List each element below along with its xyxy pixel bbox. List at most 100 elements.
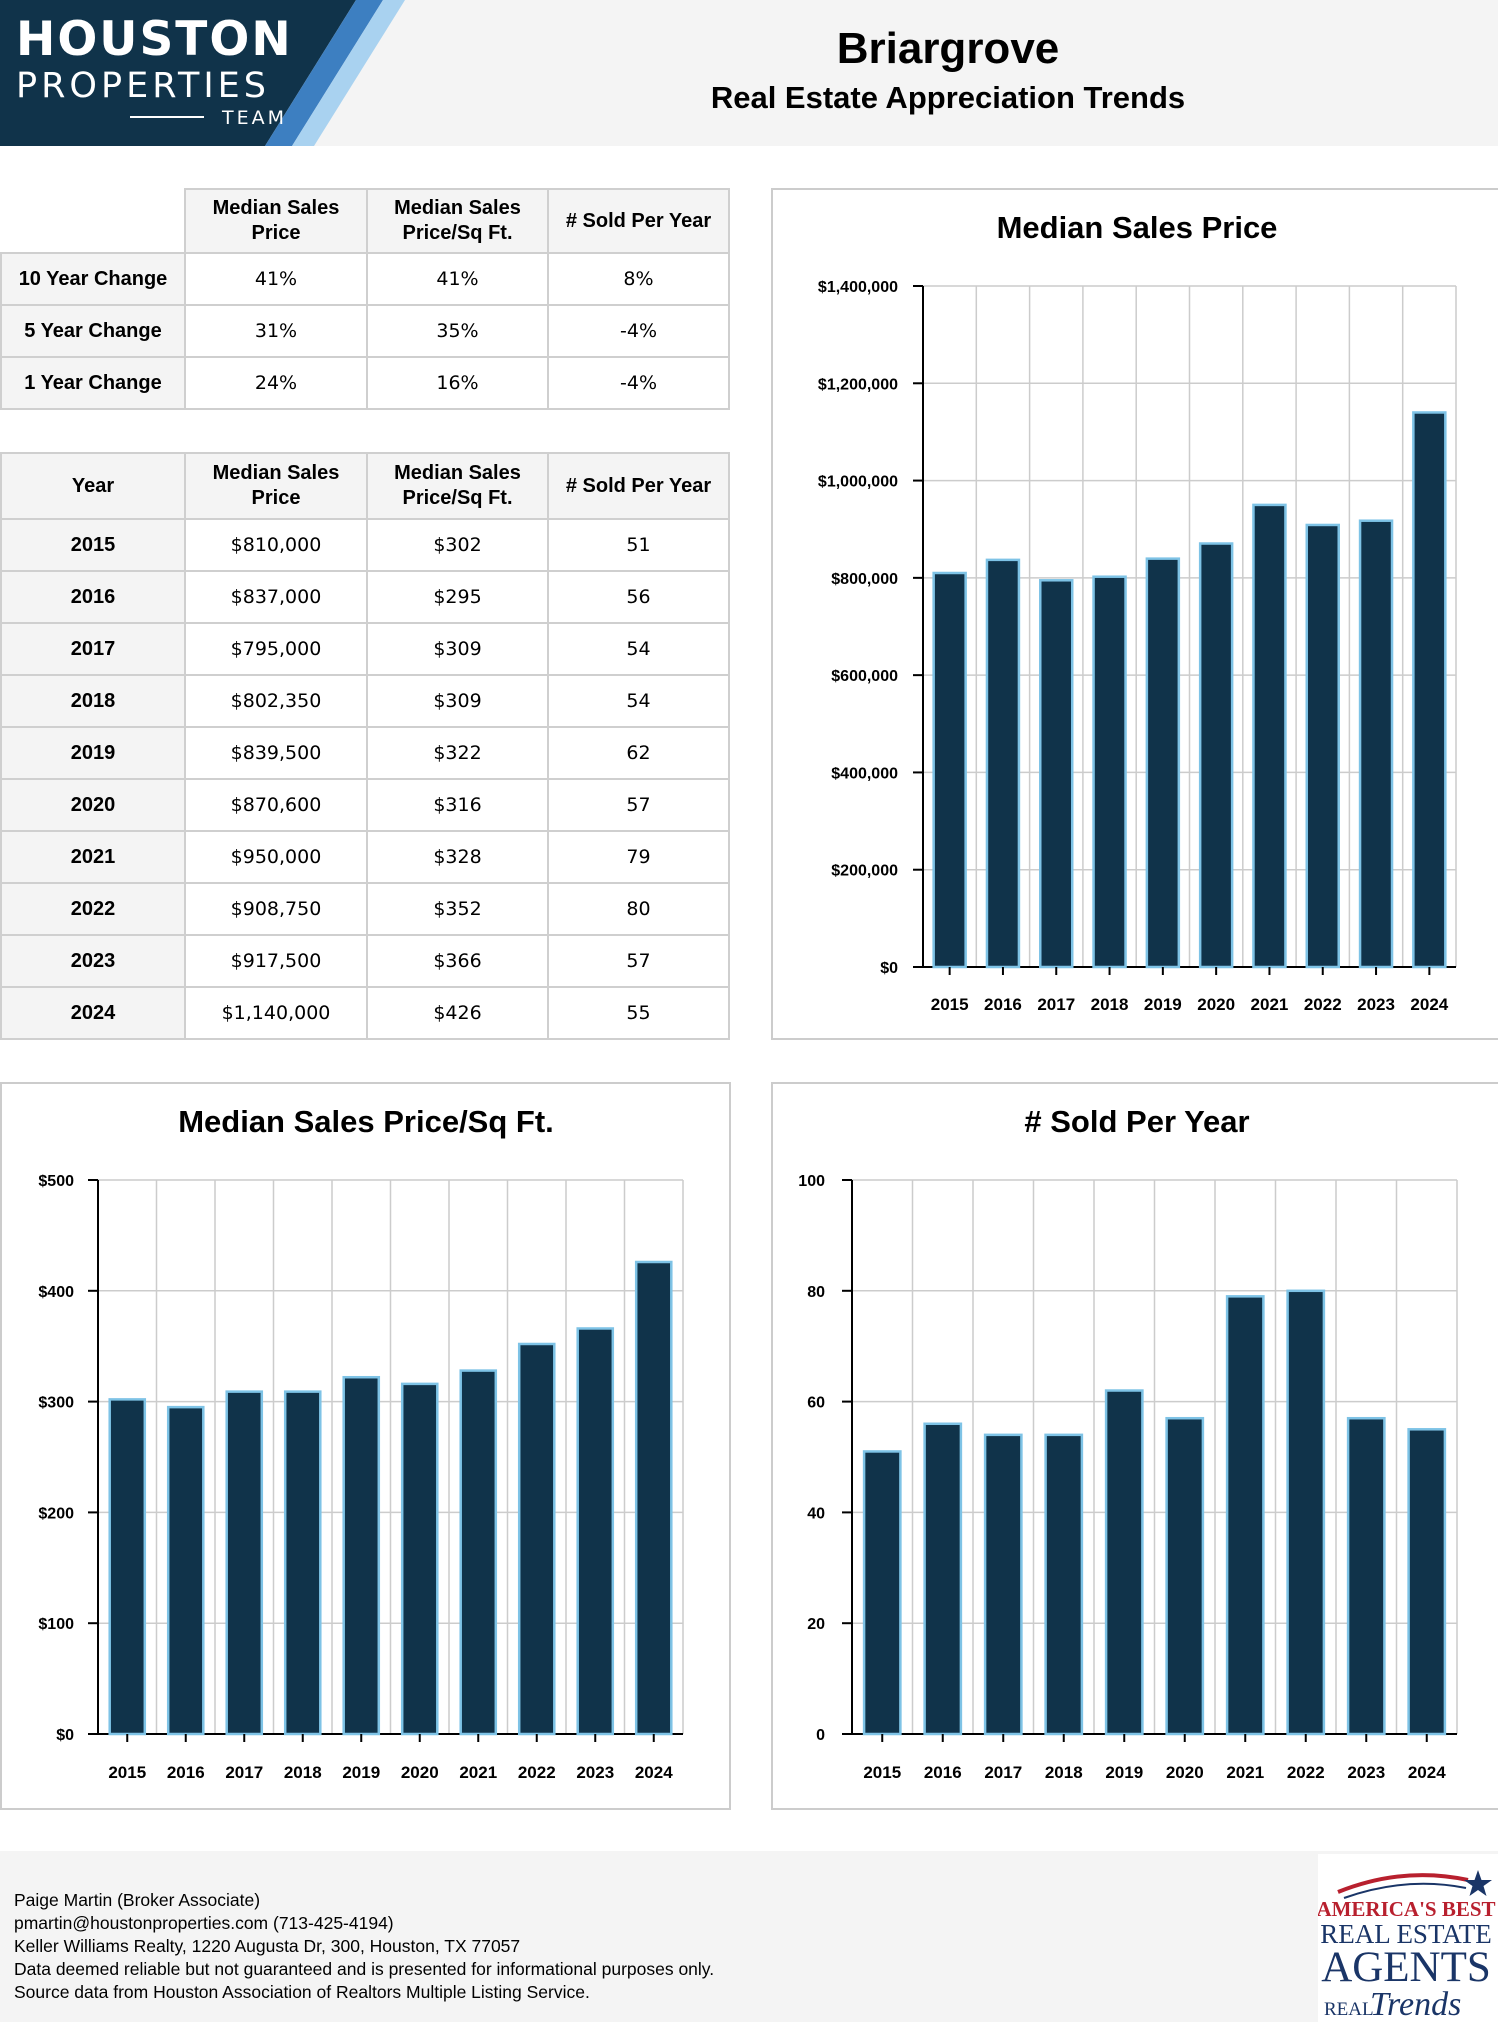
year-cell: 2020 <box>0 778 186 832</box>
bar <box>1145 557 1181 969</box>
y-tick-label: $400 <box>38 1284 74 1301</box>
sqft-cell: $309 <box>366 674 549 728</box>
brokerage-address: Keller Williams Realty, 1220 Augusta Dr,… <box>14 1936 521 1956</box>
year-cell: 2015 <box>0 518 186 572</box>
x-tick-label: 2024 <box>1408 1763 1446 1782</box>
year-cell: 2016 <box>0 570 186 624</box>
table-row: 2024 $1,140,000 $426 55 <box>0 986 730 1040</box>
x-tick-label: 2021 <box>1251 995 1289 1014</box>
bar <box>166 1405 205 1736</box>
bar <box>400 1382 439 1736</box>
bar <box>634 1260 673 1736</box>
x-tick-label: 2022 <box>518 1763 556 1782</box>
table-row: 2023 $917,500 $366 57 <box>0 934 730 988</box>
sold-cell: 54 <box>547 622 730 676</box>
logo-line-2: PROPERTIES <box>16 66 270 106</box>
sold-cell: 57 <box>547 778 730 832</box>
bar <box>1252 503 1287 969</box>
sqft-cell: $302 <box>366 518 549 572</box>
x-tick-label: 2016 <box>924 1763 962 1782</box>
page-header: HOUSTON PROPERTIES TEAM Briargrove Real … <box>0 0 1498 146</box>
x-tick-label: 2024 <box>635 1763 673 1782</box>
sqft-cell: $352 <box>366 882 549 936</box>
price-per-sqft-chart: Median Sales Price/Sq Ft. $0 $100 $200 $300 $… <box>0 1082 731 1810</box>
y-tick-label: $0 <box>56 1727 74 1744</box>
x-tick-label: 2017 <box>225 1763 263 1782</box>
change-price-cell: 24% <box>184 356 368 410</box>
y-tick-label: $100 <box>38 1616 74 1633</box>
change-header-price: Median Sales Price <box>184 188 368 254</box>
sqft-cell: $426 <box>366 986 549 1040</box>
bar <box>1092 575 1127 969</box>
change-header-sqft: Median Sales Price/Sq Ft. <box>366 188 549 254</box>
sqft-cell: $316 <box>366 778 549 832</box>
page-subtitle: Real Estate Appreciation Trends <box>710 80 1186 115</box>
x-tick-label: 2024 <box>1410 995 1448 1014</box>
logo-line-3: TEAM <box>222 107 288 129</box>
x-tick-label: 2022 <box>1287 1763 1325 1782</box>
y-tick-label: $0 <box>880 960 898 977</box>
bar <box>576 1327 615 1736</box>
houston-properties-logo: HOUSTON PROPERTIES TEAM <box>0 0 405 146</box>
change-price-cell: 31% <box>184 304 368 358</box>
y-tick-label: $800,000 <box>831 571 898 588</box>
median-sales-price-chart-svg: Median Sales Price $0 $200,000 $400,000 $600… <box>818 210 1457 1014</box>
y-tick-label: $1,200,000 <box>818 376 898 393</box>
price-cell: $802,350 <box>184 674 368 728</box>
badge-line-2: REAL ESTATE <box>1320 1919 1492 1949</box>
bar <box>1225 1295 1265 1736</box>
y-tick-label: $400,000 <box>831 765 898 782</box>
bar <box>1198 542 1234 969</box>
bar <box>1104 1389 1144 1736</box>
sold-cell: 79 <box>547 830 730 884</box>
change-row-label: 10 Year Change <box>0 252 186 306</box>
sold-cell: 80 <box>547 882 730 936</box>
change-sold-cell: 8% <box>547 252 730 306</box>
year-cell: 2019 <box>0 726 186 780</box>
x-tick-label: 2017 <box>1037 995 1075 1014</box>
table-row: 10 Year Change 41% 41% 8% <box>0 252 730 306</box>
bar <box>983 1433 1023 1736</box>
bar <box>1305 523 1340 969</box>
page-title: Briargrove <box>836 24 1060 73</box>
agent-email-phone: pmartin@houstonproperties.com (713-425-4… <box>14 1913 394 1933</box>
table-row: 2015 $810,000 $302 51 <box>0 518 730 572</box>
bar <box>985 558 1021 969</box>
sold-per-year-chart: # Sold Per Year 0 20 40 60 80 100 2015 2016 2017 2… <box>771 1082 1498 1810</box>
sold-cell: 57 <box>547 934 730 988</box>
change-sqft-cell: 35% <box>366 304 549 358</box>
year-cell: 2018 <box>0 674 186 728</box>
x-tick-label: 2021 <box>1226 1763 1264 1782</box>
y-tick-label: $600,000 <box>831 668 898 685</box>
year-header-year: Year <box>0 452 186 520</box>
price-cell: $950,000 <box>184 830 368 884</box>
x-tick-label: 2019 <box>1105 1763 1143 1782</box>
year-cell: 2023 <box>0 934 186 988</box>
y-tick-label: $500 <box>38 1173 74 1190</box>
x-tick-label: 2020 <box>1197 995 1235 1014</box>
change-row-label: 1 Year Change <box>0 356 186 410</box>
table-row: 2018 $802,350 $309 54 <box>0 674 730 728</box>
sqft-cell: $366 <box>366 934 549 988</box>
price-per-sqft-chart-svg: Median Sales Price/Sq Ft. $0 $100 $200 $300 $… <box>38 1104 684 1782</box>
x-tick-label: 2023 <box>1357 995 1395 1014</box>
sqft-cell: $295 <box>366 570 549 624</box>
bar <box>862 1450 902 1736</box>
sqft-cell: $322 <box>366 726 549 780</box>
x-tick-label: 2018 <box>284 1763 322 1782</box>
sold-cell: 62 <box>547 726 730 780</box>
year-header-sqft: Median Sales Price/Sq Ft. <box>366 452 549 520</box>
page-footer: Paige Martin (Broker Associate) pmartin@… <box>0 1851 1498 2023</box>
agent-contact-info: Paige Martin (Broker Associate) pmartin@… <box>14 1889 714 2004</box>
change-sold-cell: -4% <box>547 304 730 358</box>
price-cell: $795,000 <box>184 622 368 676</box>
price-cell: $870,600 <box>184 778 368 832</box>
x-tick-label: 2017 <box>984 1763 1022 1782</box>
badge-line-1: AMERICA'S BEST <box>1318 1897 1496 1921</box>
price-cell: $917,500 <box>184 934 368 988</box>
x-tick-label: 2020 <box>1166 1763 1204 1782</box>
y-tick-label: 80 <box>807 1284 825 1301</box>
x-tick-label: 2015 <box>863 1763 901 1782</box>
bar <box>1346 1416 1386 1736</box>
year-cell: 2024 <box>0 986 186 1040</box>
